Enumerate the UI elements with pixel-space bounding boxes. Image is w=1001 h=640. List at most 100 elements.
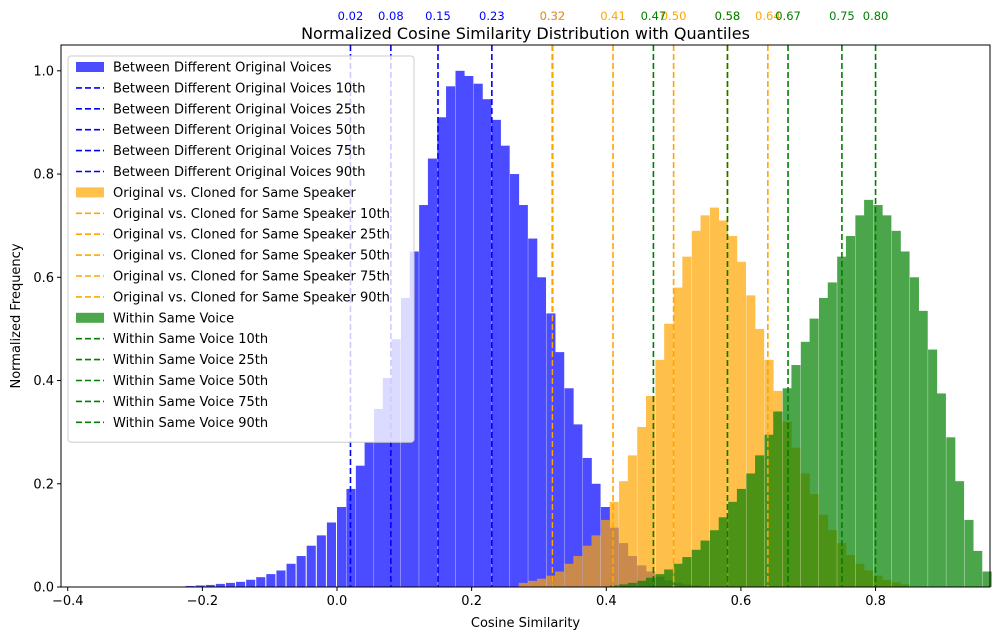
histogram-bar [455,70,465,587]
histogram-bar [627,455,637,587]
histogram-bar [205,584,215,587]
legend-entry: Within Same Voice 50th [76,374,268,389]
histogram-bar [709,530,720,587]
legend-label: Within Same Voice 25th [113,353,268,368]
legend-label: Within Same Voice [113,311,234,326]
x-tick-label: 0.8 [865,594,886,609]
legend-entry: Within Same Voice 25th [76,353,268,368]
histogram-bar [296,556,306,587]
histogram-bar [564,388,574,587]
histogram-bar [646,396,656,587]
histogram-bar [306,545,316,587]
histogram-bar [918,310,928,587]
legend-label: Between Different Original Voices 90th [113,165,366,180]
histogram-bar [500,145,510,587]
histogram-bar [464,75,474,587]
histogram-bar [973,550,983,587]
histogram-bar [891,230,901,587]
histogram-bar [845,235,856,588]
histogram-bar [718,220,728,587]
y-tick-label: 0.0 [33,581,54,596]
histogram-bar [882,215,892,587]
legend-label: Within Same Voice 10th [113,332,268,347]
legend-swatch [76,62,104,72]
x-tick-label: 0.2 [461,594,482,609]
histogram-bar [364,442,374,587]
histogram-bar [637,580,647,587]
histogram-bar [355,465,365,587]
histogram-bar [764,434,774,587]
histogram-bar [673,563,683,587]
x-tick-label: −0.4 [52,594,84,609]
legend-label: Between Different Original Voices 75th [113,144,366,159]
histogram-bar [755,455,765,587]
histogram-bar [909,277,919,587]
histogram-bar [446,86,456,588]
histogram-bar [555,352,565,587]
legend-label: Original vs. Cloned for Same Speaker [113,186,357,201]
histogram-bar [936,393,946,587]
histogram-bar [573,424,583,587]
legend-swatch [76,187,104,198]
histogram-bar [718,517,728,587]
histogram-bar [546,313,556,587]
histogram-bar [536,578,547,587]
histogram-bar [518,205,528,587]
histogram-bar [518,582,528,587]
histogram-bar [864,199,874,588]
legend-entry: Between Different Original Voices 75th [76,144,366,159]
legend-entry: Within Same Voice [76,311,234,326]
histogram-bar [266,574,276,587]
histogram-bar [528,580,538,587]
histogram-bar [655,359,665,587]
quantile-value-label: 0.64 [755,9,781,23]
legend-entry: Original vs. Cloned for Same Speaker 75t… [76,270,390,285]
histogram-bar [510,174,520,588]
histogram-bar [286,563,296,587]
histogram-bar [536,277,547,587]
quantile-value-label: 0.23 [479,9,505,23]
histogram-bar [746,473,756,587]
plot-frame [60,44,991,588]
x-axis: −0.4 −0.2 0.0 0.2 0.4 0.6 0.8 [52,587,886,609]
legend-entry: Between Different Original Voices 50th [76,123,366,138]
y-tick-label: 1.0 [33,64,54,79]
legend-entry: Original vs. Cloned for Same Speaker 10t… [76,207,390,222]
legend-label: Within Same Voice 50th [113,374,268,389]
histogram-bar [316,535,326,587]
histogram-bar [609,501,619,587]
legend-entry: Within Same Voice 10th [76,332,268,347]
legend-entry: Within Same Voice 90th [76,416,268,431]
histogram-bar [709,207,720,587]
histogram-bar [773,411,783,587]
histogram-bar [837,256,847,587]
x-tick-label: 0.0 [327,594,348,609]
histogram-bar [276,570,286,587]
y-tick-label: 0.8 [33,168,54,183]
histogram-bar [346,488,356,587]
histogram-bar [873,205,883,587]
histogram-bar [491,119,501,587]
legend-entry: Between Different Original Voices 25th [76,102,366,117]
histogram-bar [954,481,965,587]
quantile-labels: 0.02 0.08 0.15 0.23 0.320.32 0.41 0.50 0.58 0.64… [338,9,889,23]
histogram-bar [682,557,692,587]
histogram-bar [655,574,665,587]
legend-label: Original vs. Cloned for Same Speaker 90t… [113,290,390,305]
quantile-value-label: 0.58 [715,9,741,23]
y-axis: 0.0 0.2 0.4 0.6 0.8 1.0 [33,64,61,596]
histogram-bar [928,349,938,587]
histogram-bar [791,365,801,587]
histogram-bar [573,556,583,587]
chart-title: Normalized Cosine Similarity Distributio… [301,24,750,43]
histogram-bar [700,215,710,587]
legend-label: Original vs. Cloned for Same Speaker 75t… [113,270,390,285]
histogram-bar [964,519,974,587]
legend-box [67,55,415,443]
quantile-value-label: 0.47 [641,9,667,23]
x-tick-label: 0.4 [596,594,617,609]
histogram-bar [819,297,829,587]
x-axis-title: Cosine Similarity [471,616,581,631]
histogram-bar [646,577,656,587]
